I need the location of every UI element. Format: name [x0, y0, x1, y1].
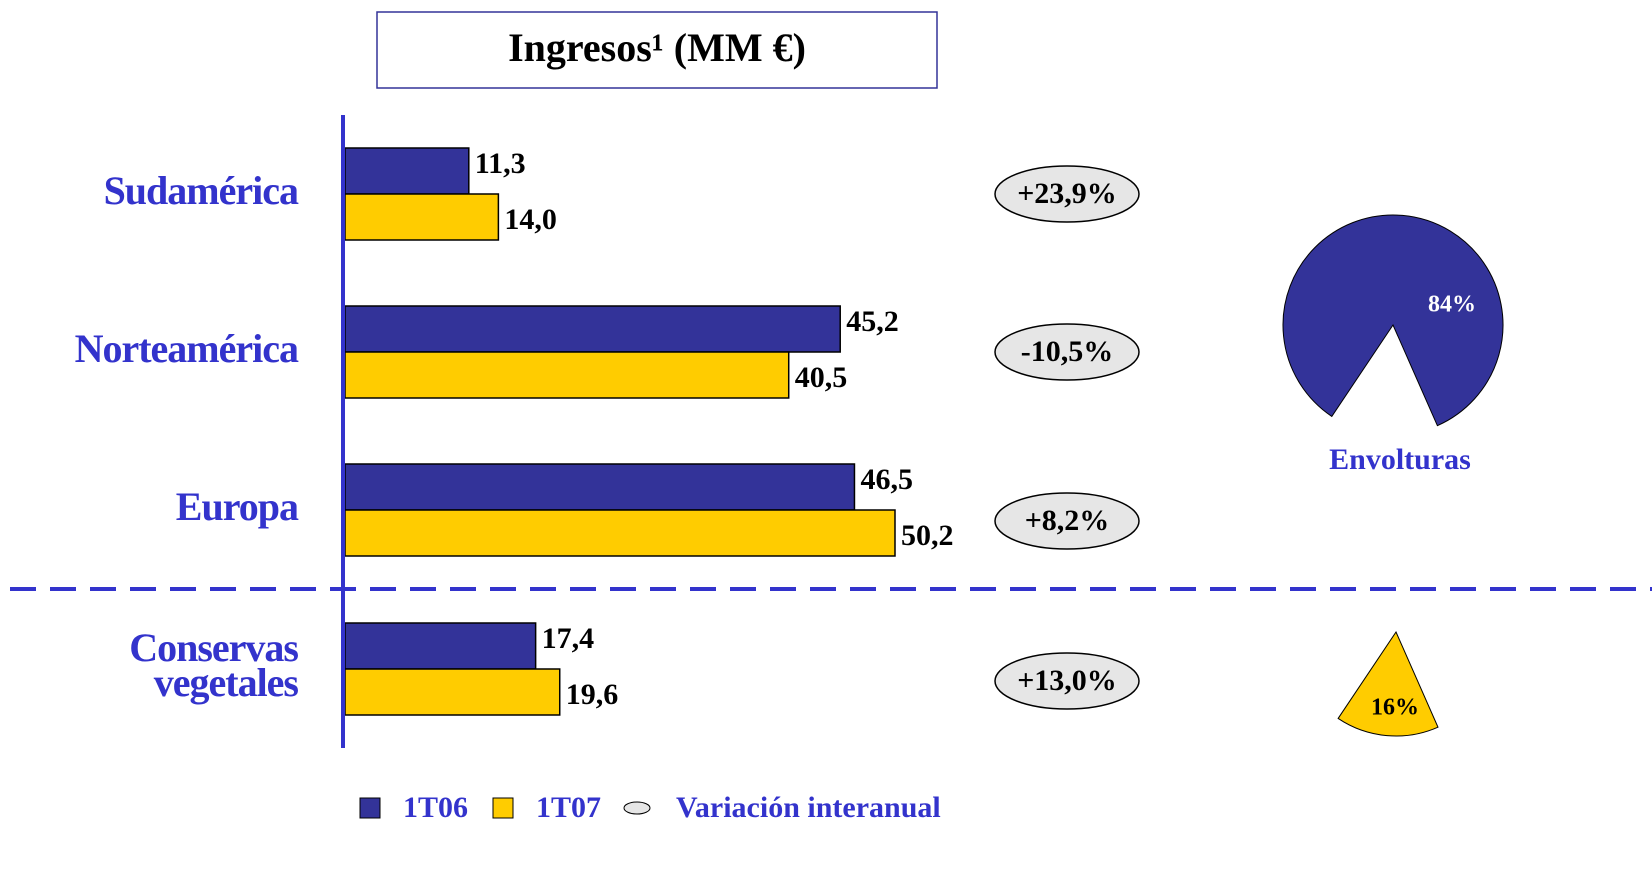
bar — [344, 463, 856, 511]
legend-swatch — [492, 797, 514, 819]
legend-label: 1T07 — [536, 791, 601, 824]
category-label: Conservas vegetales — [129, 625, 299, 705]
pie-category: Envolturas — [1329, 443, 1471, 476]
value-label: 46,5 — [860, 463, 913, 496]
bar — [344, 351, 790, 399]
legend-label: Variación interanual — [676, 791, 941, 824]
value-label: 40,5 — [795, 361, 848, 394]
bar — [344, 509, 896, 557]
variation-label: +23,9% — [1017, 177, 1117, 210]
variation-label: +8,2% — [1025, 504, 1110, 537]
pie-slice — [1337, 630, 1439, 737]
legend-swatch — [359, 797, 381, 819]
chart-title: Ingresos¹ (MM €) — [508, 25, 806, 70]
bar — [344, 193, 500, 241]
category-label: Norteamérica — [74, 325, 299, 371]
value-label: 50,2 — [901, 519, 954, 552]
value-label: 14,0 — [504, 203, 557, 236]
variation-ellipse — [994, 492, 1140, 550]
category-label: Sudamérica — [103, 167, 299, 213]
value-label: 19,6 — [566, 678, 619, 711]
pie-slice — [1282, 214, 1504, 427]
category-label: Europa — [175, 483, 299, 529]
bar — [344, 305, 841, 353]
variation-ellipse — [994, 323, 1140, 381]
title-box — [376, 11, 938, 89]
pie-label: 16% — [1371, 695, 1419, 721]
bar — [344, 668, 561, 716]
bar — [344, 622, 537, 670]
pie-label: 84% — [1428, 292, 1476, 318]
variation-ellipse — [994, 652, 1140, 710]
value-label: 11,3 — [475, 147, 526, 180]
legend-label: 1T06 — [403, 791, 468, 824]
legend-swatch — [623, 801, 651, 815]
bar — [344, 147, 470, 195]
variation-ellipse — [994, 165, 1140, 223]
variation-label: -10,5% — [1021, 335, 1114, 368]
value-label: 17,4 — [542, 622, 595, 655]
value-label: 45,2 — [846, 305, 899, 338]
variation-label: +13,0% — [1017, 664, 1117, 697]
